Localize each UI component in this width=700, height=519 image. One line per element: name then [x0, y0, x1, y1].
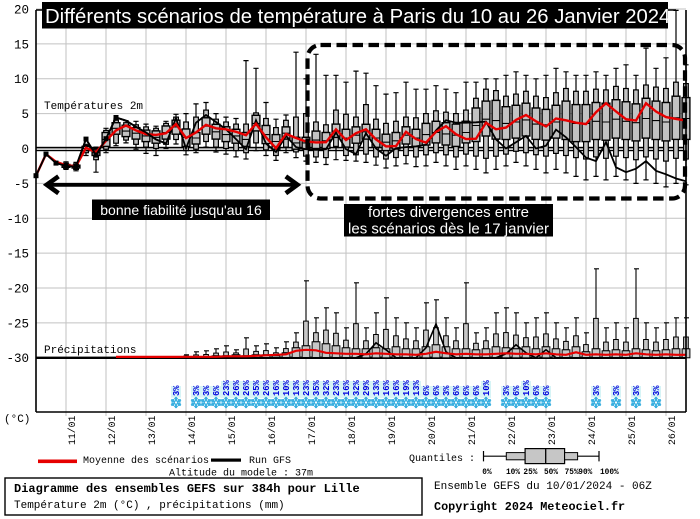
svg-text:100%: 100% — [600, 469, 619, 477]
svg-text:26%: 26% — [242, 379, 252, 396]
svg-text:29%: 29% — [362, 379, 372, 396]
svg-text:23%: 23% — [302, 379, 312, 396]
svg-text:23/01: 23/01 — [547, 415, 558, 445]
svg-text:0: 0 — [21, 143, 29, 157]
svg-text:13%: 13% — [412, 379, 422, 396]
svg-text:3%: 3% — [632, 385, 642, 396]
svg-text:13/01: 13/01 — [147, 415, 158, 445]
svg-text:20: 20 — [14, 4, 29, 18]
svg-text:-25: -25 — [6, 317, 29, 331]
svg-text:11/01: 11/01 — [67, 415, 78, 445]
svg-text:10%: 10% — [506, 469, 520, 477]
svg-text:32%: 32% — [322, 379, 332, 396]
svg-text:3%: 3% — [612, 385, 622, 396]
svg-text:6%: 6% — [432, 385, 442, 396]
svg-text:15: 15 — [14, 38, 29, 52]
svg-text:13%: 13% — [372, 379, 382, 396]
svg-text:Quantiles :: Quantiles : — [409, 453, 475, 465]
svg-text:18/01: 18/01 — [347, 415, 358, 445]
svg-text:6%: 6% — [452, 385, 462, 396]
svg-text:-10: -10 — [6, 213, 29, 227]
svg-text:14/01: 14/01 — [187, 415, 198, 445]
svg-text:25/01: 25/01 — [627, 415, 638, 445]
svg-text:-20: -20 — [6, 283, 29, 297]
svg-text:22/01: 22/01 — [507, 415, 518, 445]
svg-text:23%: 23% — [332, 379, 342, 396]
svg-text:10: 10 — [14, 73, 29, 87]
svg-text:21/01: 21/01 — [467, 415, 478, 445]
svg-text:6%: 6% — [462, 385, 472, 396]
svg-text:19%: 19% — [402, 379, 412, 396]
svg-text:0%: 0% — [482, 469, 492, 477]
svg-text:bonne fiabilité jusqu'au 16: bonne fiabilité jusqu'au 16 — [100, 202, 262, 218]
svg-text:10%: 10% — [482, 379, 492, 396]
svg-text:13%: 13% — [292, 379, 302, 396]
svg-text:-15: -15 — [6, 248, 29, 262]
svg-text:32%: 32% — [352, 379, 362, 396]
svg-text:Diagramme des ensembles GEFS s: Diagramme des ensembles GEFS sur 384h po… — [14, 482, 360, 496]
svg-text:16%: 16% — [342, 379, 352, 396]
svg-text:20/01: 20/01 — [427, 415, 438, 445]
svg-text:les scénarios dès le 17 janvie: les scénarios dès le 17 janvier — [348, 221, 549, 238]
svg-text:Altitude du modele : 37m: Altitude du modele : 37m — [169, 468, 313, 480]
svg-text:35%: 35% — [252, 379, 262, 396]
svg-text:50%: 50% — [544, 469, 558, 477]
svg-text:75%: 75% — [565, 469, 579, 477]
svg-text:6%: 6% — [532, 385, 542, 396]
svg-text:17/01: 17/01 — [307, 415, 318, 445]
svg-text:12/01: 12/01 — [107, 415, 118, 445]
svg-text:(°C): (°C) — [4, 414, 30, 426]
svg-text:3%: 3% — [202, 385, 212, 396]
svg-text:16%: 16% — [392, 379, 402, 396]
svg-text:26%: 26% — [232, 379, 242, 396]
svg-text:Précipitations: Précipitations — [44, 345, 136, 357]
svg-text:3%: 3% — [172, 385, 182, 396]
svg-text:Températures 2m: Températures 2m — [44, 101, 143, 113]
svg-text:16/01: 16/01 — [267, 415, 278, 445]
svg-text:3%: 3% — [502, 385, 512, 396]
svg-text:Différents scénarios de tempér: Différents scénarios de température à Pa… — [45, 6, 670, 28]
svg-text:6%: 6% — [422, 385, 432, 396]
svg-text:3%: 3% — [192, 385, 202, 396]
svg-text:-30: -30 — [6, 352, 29, 366]
svg-text:16%: 16% — [272, 379, 282, 396]
svg-text:26%: 26% — [262, 379, 272, 396]
svg-text:Température 2m (°C) , précipit: Température 2m (°C) , précipitations (mm… — [14, 500, 285, 512]
svg-text:16%: 16% — [382, 379, 392, 396]
svg-text:90%: 90% — [578, 469, 592, 477]
svg-text:24/01: 24/01 — [587, 415, 598, 445]
svg-text:19/01: 19/01 — [387, 415, 398, 445]
svg-text:23%: 23% — [222, 379, 232, 396]
svg-text:3%: 3% — [442, 385, 452, 396]
svg-text:Moyenne des scénarios: Moyenne des scénarios — [83, 455, 209, 467]
svg-text:Copyright 2024 Meteociel.fr: Copyright 2024 Meteociel.fr — [434, 500, 625, 514]
svg-text:3%: 3% — [652, 385, 662, 396]
svg-text:Run GFS: Run GFS — [249, 456, 291, 467]
svg-text:25%: 25% — [523, 469, 537, 477]
svg-text:26/01: 26/01 — [667, 415, 678, 445]
svg-text:3%: 3% — [592, 385, 602, 396]
svg-text:6%: 6% — [472, 385, 482, 396]
svg-text:10%: 10% — [522, 379, 532, 396]
svg-text:35%: 35% — [312, 379, 322, 396]
svg-text:5: 5 — [21, 108, 29, 122]
svg-text:15/01: 15/01 — [227, 415, 238, 445]
svg-text:6%: 6% — [542, 385, 552, 396]
svg-text:-5: -5 — [14, 178, 29, 192]
svg-text:6%: 6% — [512, 385, 522, 396]
svg-text:fortes divergences entre: fortes divergences entre — [368, 204, 529, 221]
svg-text:10%: 10% — [282, 379, 292, 396]
svg-text:6%: 6% — [212, 385, 222, 396]
svg-text:Ensemble GEFS du 10/01/2024 -: Ensemble GEFS du 10/01/2024 - 06Z — [434, 481, 652, 493]
